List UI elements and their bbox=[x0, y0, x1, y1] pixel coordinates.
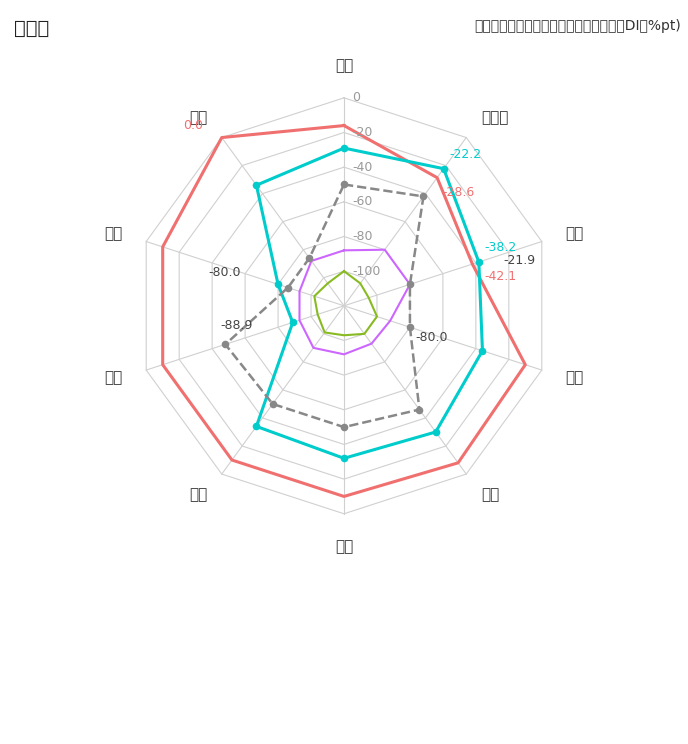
Point bbox=[338, 452, 350, 464]
Text: 0.0: 0.0 bbox=[183, 119, 203, 132]
Point bbox=[251, 420, 262, 432]
Text: -100: -100 bbox=[352, 265, 380, 278]
Text: -28.6: -28.6 bbox=[442, 186, 475, 199]
Point bbox=[267, 398, 278, 410]
Text: -20: -20 bbox=[352, 126, 373, 139]
Point bbox=[338, 179, 350, 190]
Point bbox=[477, 344, 488, 356]
Text: （「良い」－「悪い」　今期の業況水準DI、%pt): （「良い」－「悪い」 今期の業況水準DI、%pt) bbox=[474, 19, 681, 33]
Point bbox=[338, 142, 350, 154]
Point bbox=[405, 321, 416, 333]
Point bbox=[287, 316, 298, 328]
Point bbox=[283, 282, 294, 294]
Point bbox=[220, 339, 231, 350]
Text: 中国: 中国 bbox=[189, 487, 207, 501]
Text: -22.2: -22.2 bbox=[449, 147, 482, 161]
Text: -21.9: -21.9 bbox=[503, 254, 535, 267]
Point bbox=[338, 421, 350, 433]
Point bbox=[405, 278, 416, 290]
Text: -80.0: -80.0 bbox=[416, 331, 448, 344]
Text: 四国: 四国 bbox=[104, 371, 122, 385]
Legend: 2019年II期 (コロナ前), 2020年II期 (コロナ禍), 2021年II期 (コロナ禍), 2022年II期 (コロナ禍), 2020年IV期 (Go: 2019年II期 (コロナ前), 2020年II期 (コロナ禍), 2021年I… bbox=[31, 740, 268, 744]
Text: 沖縄: 沖縄 bbox=[189, 110, 207, 125]
Point bbox=[473, 256, 484, 268]
Point bbox=[272, 278, 283, 290]
Point bbox=[418, 190, 429, 202]
Text: 九州: 九州 bbox=[104, 226, 122, 241]
Text: 東北: 東北 bbox=[566, 226, 584, 241]
Text: -80.0: -80.0 bbox=[208, 266, 241, 279]
Point bbox=[304, 252, 315, 264]
Text: -60: -60 bbox=[352, 196, 373, 208]
Point bbox=[414, 403, 425, 415]
Text: -38.2: -38.2 bbox=[484, 241, 517, 254]
Text: -80: -80 bbox=[352, 230, 373, 243]
Text: -40: -40 bbox=[352, 161, 373, 173]
Point bbox=[251, 179, 262, 191]
Text: 近畿: 近畿 bbox=[335, 539, 353, 554]
Text: 関東: 関東 bbox=[566, 371, 584, 385]
Text: 0: 0 bbox=[352, 92, 361, 104]
Point bbox=[430, 426, 441, 438]
Text: -42.1: -42.1 bbox=[484, 270, 517, 283]
Text: 全国: 全国 bbox=[335, 58, 353, 73]
Point bbox=[438, 163, 449, 175]
Text: 宿泊業: 宿泊業 bbox=[14, 19, 49, 38]
Text: -88.9: -88.9 bbox=[221, 319, 253, 333]
Text: 北海道: 北海道 bbox=[481, 110, 508, 125]
Text: 中部: 中部 bbox=[481, 487, 499, 501]
